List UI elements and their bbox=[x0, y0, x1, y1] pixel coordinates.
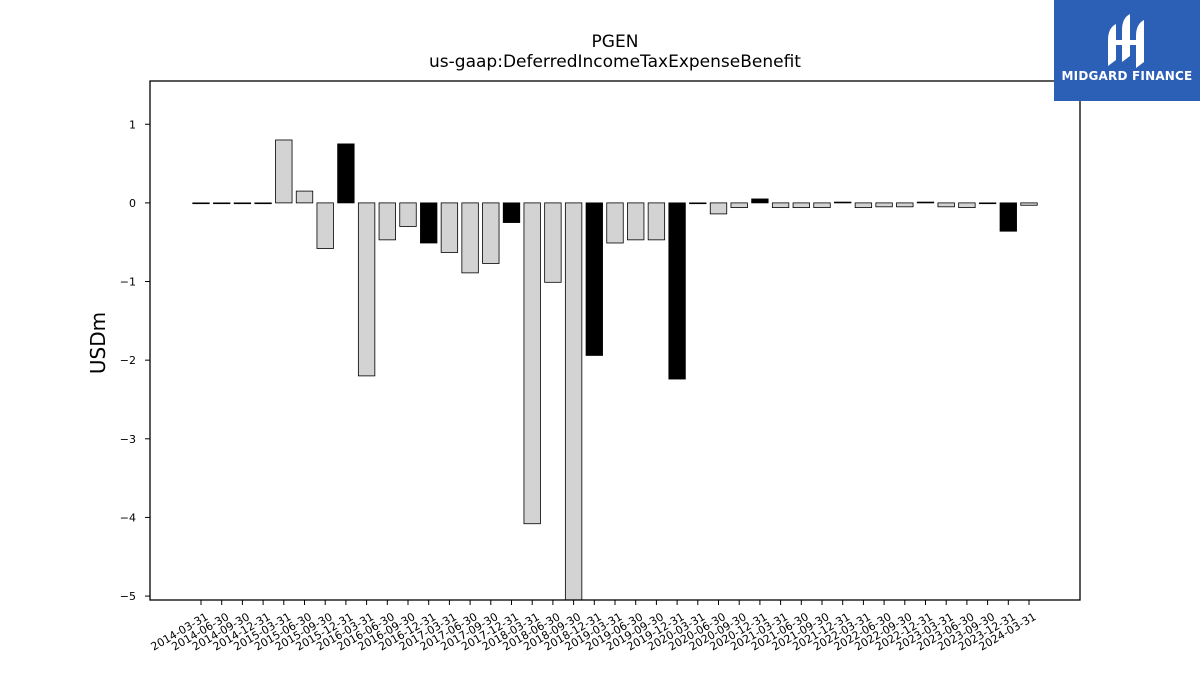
bar-2019-03-31 bbox=[606, 202, 624, 244]
bar-2023-03-31 bbox=[937, 202, 955, 208]
chart-subtitle: us-gaap:DeferredIncomeTaxExpenseBenefit bbox=[429, 52, 801, 72]
plot-frame bbox=[149, 80, 1081, 601]
bar-2016-06-30 bbox=[378, 202, 396, 241]
bar-2017-03-31 bbox=[440, 202, 459, 253]
bar-2014-12-31 bbox=[254, 202, 272, 205]
y-tick-label: −2 bbox=[120, 354, 136, 367]
y-tick-label: 1 bbox=[129, 118, 136, 131]
y-tick-label: −5 bbox=[120, 590, 136, 603]
midgard-logo-icon bbox=[1108, 14, 1144, 68]
x-axis: 2014-03-312014-06-302014-09-302014-12-31… bbox=[149, 600, 1039, 653]
brand-logo: MIDGARD FINANCE bbox=[1054, 0, 1200, 101]
bar-2020-06-30 bbox=[709, 202, 728, 215]
bar-2018-12-31 bbox=[585, 202, 603, 356]
bar-2020-09-30 bbox=[730, 202, 748, 209]
bar-2021-12-31 bbox=[834, 201, 852, 204]
bar-2022-03-31 bbox=[854, 202, 873, 209]
y-axis: 1 0 −1 −2 −3 −4 −5 bbox=[120, 118, 150, 603]
bar-2020-12-31 bbox=[751, 198, 769, 204]
y-tick-label: −4 bbox=[120, 511, 136, 524]
bar-2023-09-30 bbox=[978, 202, 997, 205]
bar-2019-09-30 bbox=[647, 202, 666, 241]
bar-2014-09-30 bbox=[233, 202, 252, 205]
bar-2021-06-30 bbox=[792, 202, 810, 209]
bar-2018-06-30 bbox=[544, 202, 562, 283]
bar-2014-03-31 bbox=[192, 202, 210, 205]
bar-2022-09-30 bbox=[896, 202, 914, 208]
bar-2022-12-31 bbox=[916, 201, 935, 204]
bar-2021-09-30 bbox=[813, 202, 831, 209]
bar-2017-09-30 bbox=[482, 202, 500, 264]
y-tick-label: −1 bbox=[120, 276, 136, 289]
bar-2023-06-30 bbox=[958, 202, 976, 209]
y-axis-label: USDm bbox=[86, 311, 110, 375]
bar-2017-12-31 bbox=[502, 202, 521, 223]
bar-2022-06-30 bbox=[875, 202, 893, 208]
y-tick-label: −3 bbox=[120, 433, 136, 446]
bar-2016-09-30 bbox=[399, 202, 417, 227]
bar-2018-03-31 bbox=[523, 202, 541, 525]
bar-2018-09-30 bbox=[564, 202, 583, 601]
bars-group bbox=[192, 139, 1038, 601]
chart-title: PGEN bbox=[591, 32, 639, 52]
y-tick-label: 0 bbox=[129, 197, 136, 210]
bar-2024-03-31 bbox=[1020, 202, 1038, 206]
logo-text: MIDGARD FINANCE bbox=[1061, 69, 1193, 83]
bar-2017-06-30 bbox=[461, 202, 479, 274]
bar-2019-06-30 bbox=[627, 202, 645, 241]
bar-2023-12-31 bbox=[999, 202, 1017, 232]
bar-2015-12-31 bbox=[337, 143, 355, 204]
bar-2016-03-31 bbox=[357, 202, 376, 377]
bar-2015-09-30 bbox=[316, 202, 334, 249]
bar-2021-03-31 bbox=[771, 202, 790, 209]
bar-2020-03-31 bbox=[689, 202, 707, 205]
bar-2015-03-31 bbox=[275, 139, 293, 204]
bar-2019-12-31 bbox=[668, 202, 686, 380]
bar-2015-06-30 bbox=[295, 190, 314, 204]
bar-2016-12-31 bbox=[420, 202, 438, 244]
bar-2014-06-30 bbox=[213, 202, 231, 205]
